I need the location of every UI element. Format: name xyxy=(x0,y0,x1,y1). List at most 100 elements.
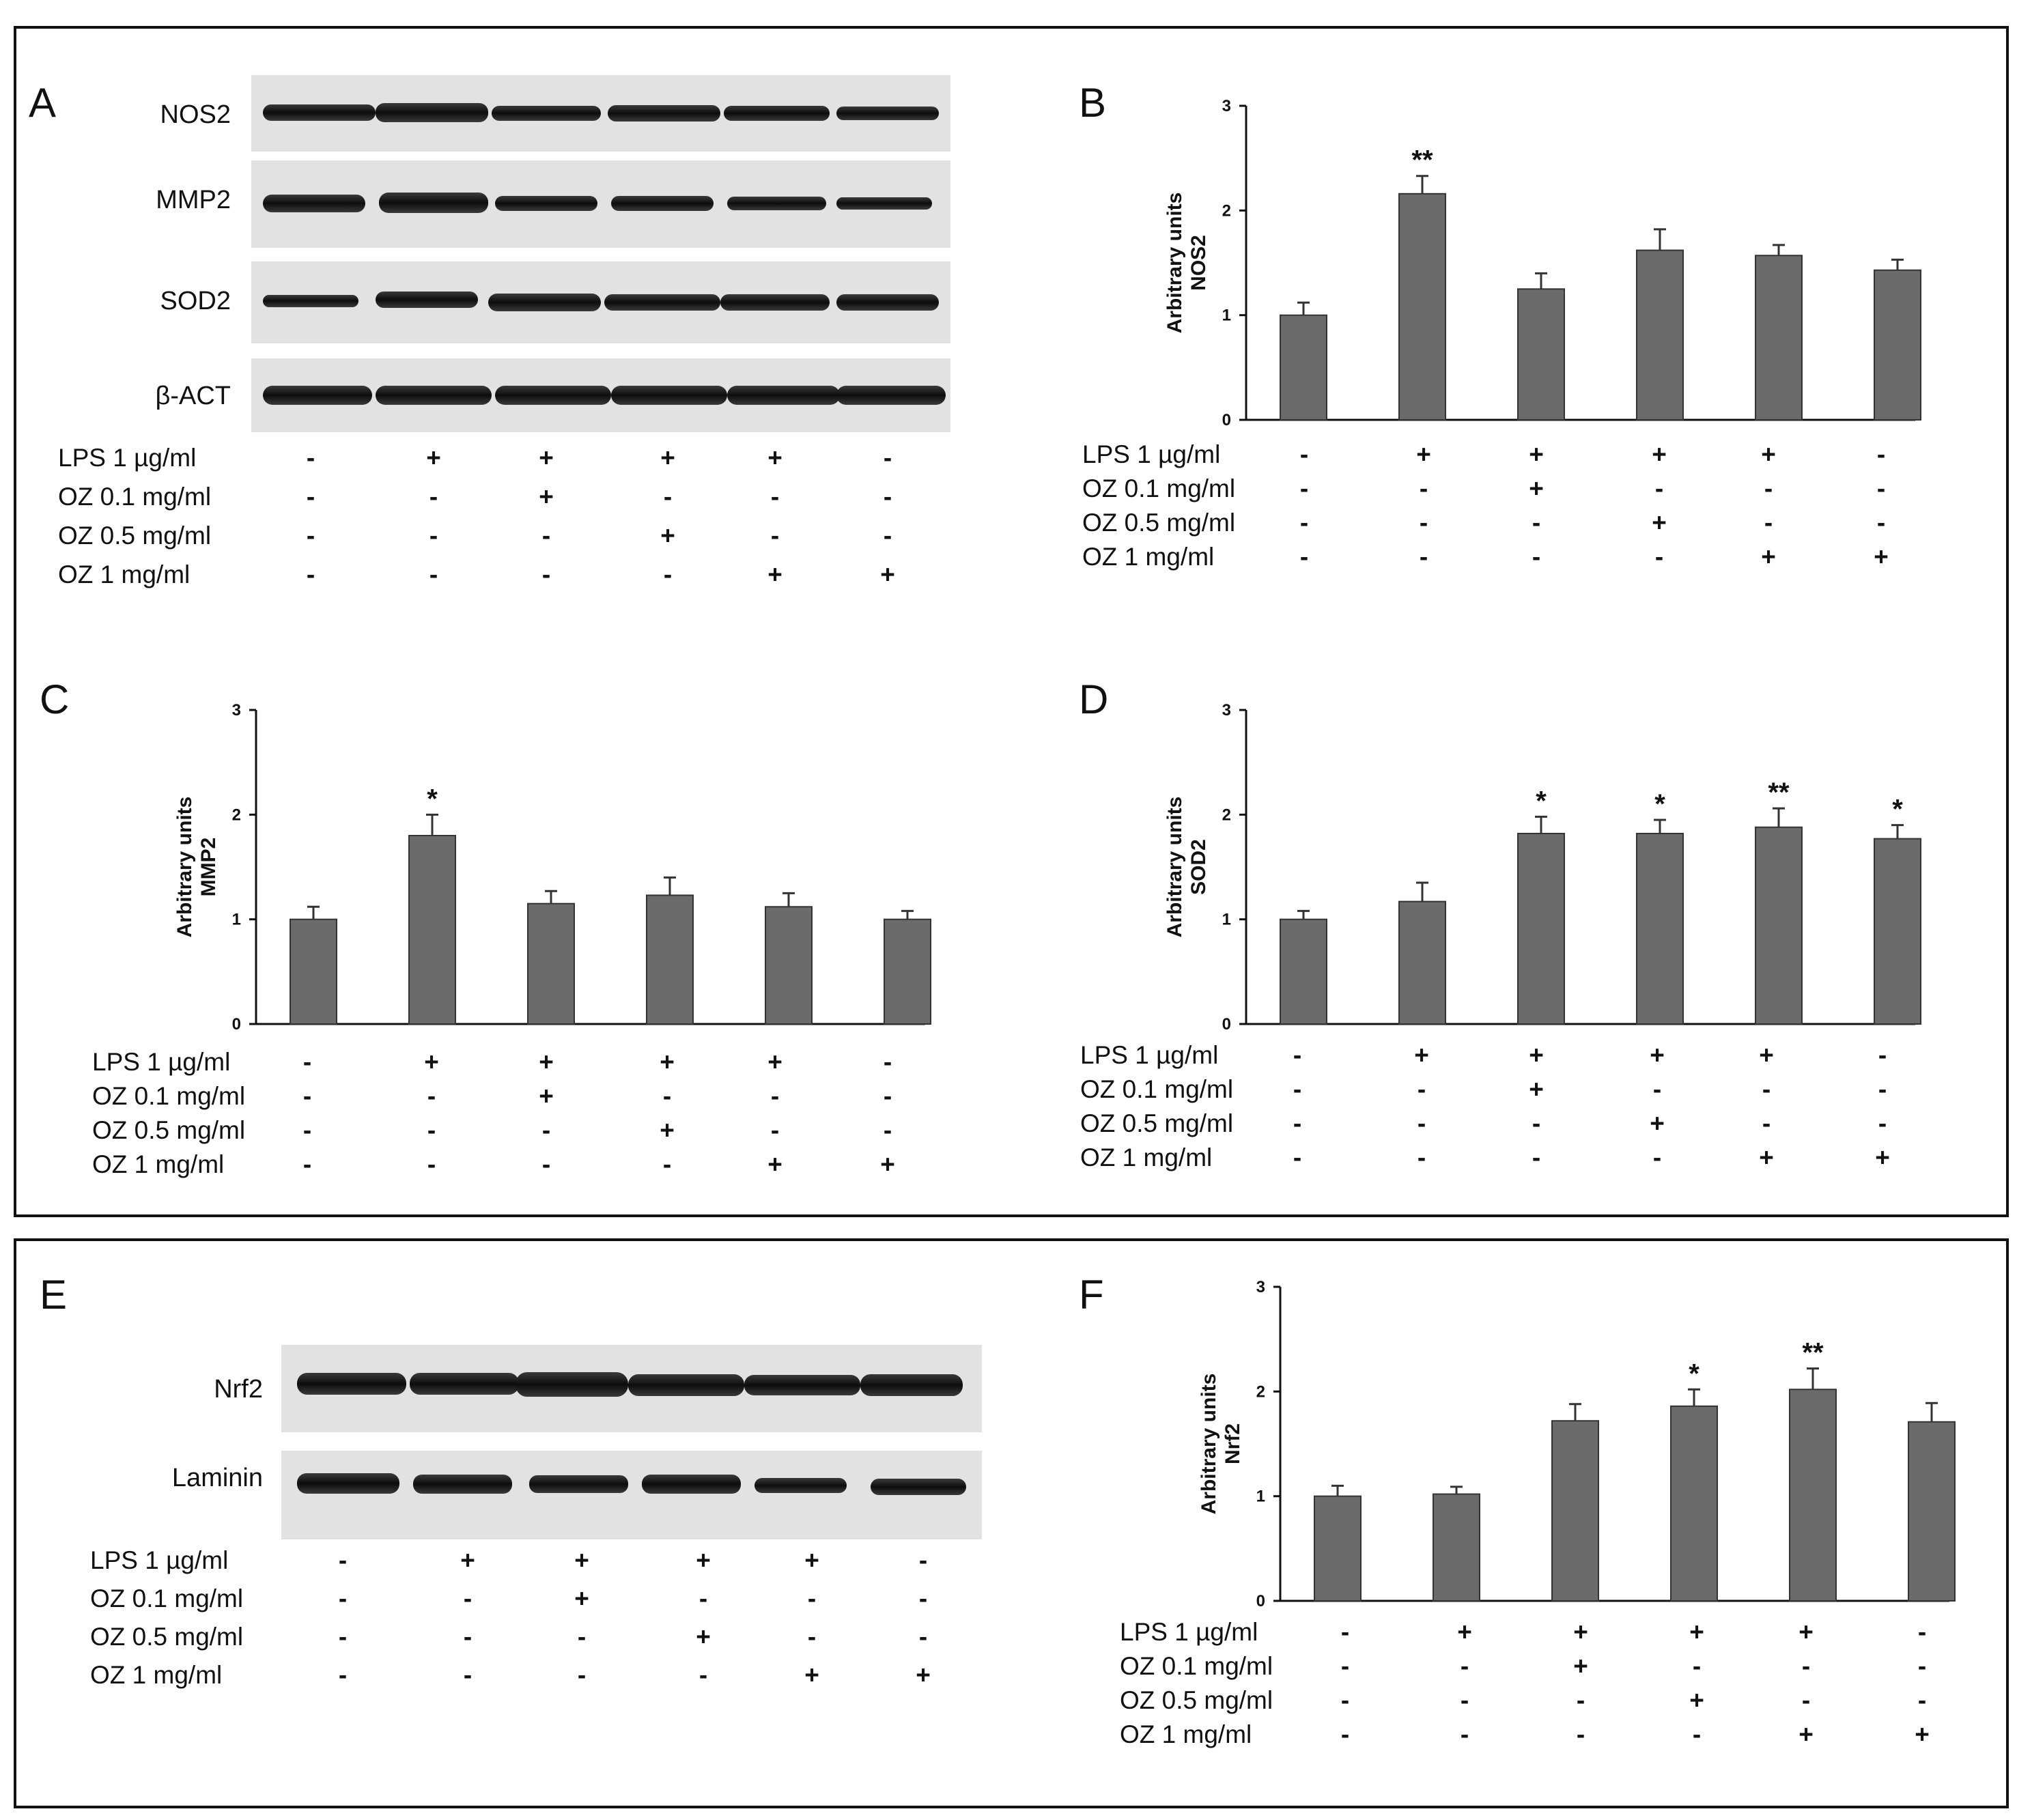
treatment-mark: - xyxy=(1917,1686,1927,1714)
significance-marker: ** xyxy=(1802,1338,1824,1368)
y-axis-label: Arbitrary units xyxy=(1198,1374,1220,1515)
treatment-label: LPS 1 µg/ml xyxy=(1080,1041,1219,1069)
panel-letter-e: E xyxy=(40,1272,68,1318)
significance-marker: ** xyxy=(1768,778,1790,808)
treatment-mark: - xyxy=(429,560,438,588)
treatment-label: LPS 1 µg/ml xyxy=(1120,1618,1258,1646)
panel-letter-d: D xyxy=(1079,677,1109,722)
treatment-mark: - xyxy=(1532,509,1541,537)
treatment-mark: - xyxy=(1654,474,1664,502)
treatment-mark: - xyxy=(1762,1075,1771,1103)
treatment-mark: + xyxy=(539,483,554,511)
bar-chart-mmp2: 0 1 2 3 Arbitrary units MMP2 * xyxy=(173,701,931,1034)
treatment-mark: + xyxy=(660,1116,675,1144)
treatment-mark: + xyxy=(1650,1041,1665,1069)
treatment-mark: - xyxy=(807,1623,817,1651)
y-axis-label: Arbitrary units xyxy=(173,797,196,938)
y-tick-label: 1 xyxy=(1256,1488,1265,1506)
treatment-mark: + xyxy=(1416,440,1431,468)
treatment-mark: - xyxy=(338,1584,348,1612)
y-axis-label-target: Nrf2 xyxy=(1222,1423,1244,1464)
treatment-mark: - xyxy=(663,560,673,588)
treatment-mark: - xyxy=(883,483,892,511)
treatment-mark: + xyxy=(767,1150,782,1178)
bar xyxy=(1755,255,1803,421)
y-tick-label: 1 xyxy=(1222,307,1231,325)
treatment-label: LPS 1 µg/ml xyxy=(1082,440,1221,468)
y-tick-label: 2 xyxy=(232,806,241,824)
y-axis-label: Arbitrary units xyxy=(1163,797,1186,938)
sod2-bands xyxy=(263,292,939,311)
bar xyxy=(1551,1420,1599,1602)
treatment-mark: + xyxy=(1761,543,1776,571)
treatment-label: OZ 0.1 mg/ml xyxy=(1082,474,1236,502)
panel-letter-c: C xyxy=(40,677,70,722)
treatment-label: OZ 0.5 mg/ml xyxy=(92,1116,246,1144)
western-blot-panel-a: NOS2 MMP2 SOD2 β-ACT xyxy=(155,75,950,432)
treatment-mark: - xyxy=(1801,1686,1811,1714)
treatment-mark: + xyxy=(1759,1041,1774,1069)
blot-label-sod2: SOD2 xyxy=(160,287,231,315)
treatment-mark: - xyxy=(770,483,780,511)
y-axis-label-target: SOD2 xyxy=(1187,839,1210,895)
treatment-mark: - xyxy=(1293,1109,1302,1137)
treatment-mark: - xyxy=(699,1661,708,1689)
treatment-label: OZ 0.5 mg/ml xyxy=(1120,1686,1273,1714)
treatment-mark: - xyxy=(1417,1075,1426,1103)
treatment-mark: - xyxy=(302,1048,312,1076)
treatment-mark: - xyxy=(463,1623,472,1651)
treatment-mark: - xyxy=(663,483,673,511)
blot-strip-laminin xyxy=(281,1451,982,1539)
bar xyxy=(1670,1405,1718,1602)
bar xyxy=(1280,918,1327,1025)
treatment-mark: - xyxy=(577,1661,587,1689)
blot-label-bact: β-ACT xyxy=(155,382,231,410)
treatment-mark: + xyxy=(1689,1686,1704,1714)
treatment-mark: - xyxy=(1876,440,1886,468)
treatment-mark: + xyxy=(1874,543,1889,571)
treatment-mark: - xyxy=(1419,509,1428,537)
treatment-mark: + xyxy=(1529,1041,1544,1069)
treatment-label: OZ 1 mg/ml xyxy=(1120,1720,1252,1748)
bact-bands xyxy=(263,386,946,405)
treatment-mark: - xyxy=(577,1623,587,1651)
y-tick-label: 0 xyxy=(1222,1015,1231,1034)
treatment-mark: + xyxy=(426,444,441,472)
treatment-mark: + xyxy=(767,560,782,588)
treatment-label: OZ 1 mg/ml xyxy=(90,1661,223,1689)
y-tick-label: 3 xyxy=(1222,97,1231,115)
treatment-label: OZ 1 mg/ml xyxy=(92,1150,225,1178)
treatment-mark: - xyxy=(302,1150,312,1178)
treatment-mark: - xyxy=(306,483,315,511)
treatment-mark: - xyxy=(1293,1075,1302,1103)
blot-label-mmp2: MMP2 xyxy=(156,186,231,214)
treatment-mark: + xyxy=(660,444,675,472)
treatment-mark: - xyxy=(662,1082,672,1110)
treatment-mark: - xyxy=(338,1661,348,1689)
treatment-mark: + xyxy=(1799,1618,1814,1646)
bar-chart-nos2: 0 1 2 3 Arbitrary units NOS2 ** xyxy=(1163,97,1921,429)
bar xyxy=(1908,1421,1956,1602)
treatment-mark: - xyxy=(1417,1109,1426,1137)
treatment-mark: - xyxy=(1764,474,1773,502)
treatment-mark: + xyxy=(1915,1720,1930,1748)
treatment-label: OZ 0.5 mg/ml xyxy=(1080,1109,1234,1137)
treatment-mark: - xyxy=(1299,509,1309,537)
nrf2-bands xyxy=(297,1372,963,1397)
treatment-label: OZ 0.1 mg/ml xyxy=(58,483,212,511)
treatment-mark: - xyxy=(427,1116,436,1144)
treatment-mark: + xyxy=(539,444,554,472)
treatment-table-e: LPS 1 µg/ml - + + + + - OZ 0.1 mg/ml - - + - - - OZ 0.… xyxy=(90,1546,978,1703)
y-tick-label: 3 xyxy=(1222,701,1231,720)
treatment-label: OZ 0.1 mg/ml xyxy=(90,1584,244,1612)
bar xyxy=(1517,832,1565,1025)
bar xyxy=(1398,900,1446,1025)
treatment-mark: - xyxy=(541,1150,551,1178)
treatment-mark: + xyxy=(767,1048,782,1076)
treatment-mark: - xyxy=(883,444,892,472)
treatment-label: LPS 1 µg/ml xyxy=(58,444,197,472)
treatment-mark: + xyxy=(1761,440,1776,468)
bar xyxy=(1874,838,1921,1025)
treatment-mark: - xyxy=(1917,1652,1927,1680)
bar xyxy=(1314,1495,1362,1602)
